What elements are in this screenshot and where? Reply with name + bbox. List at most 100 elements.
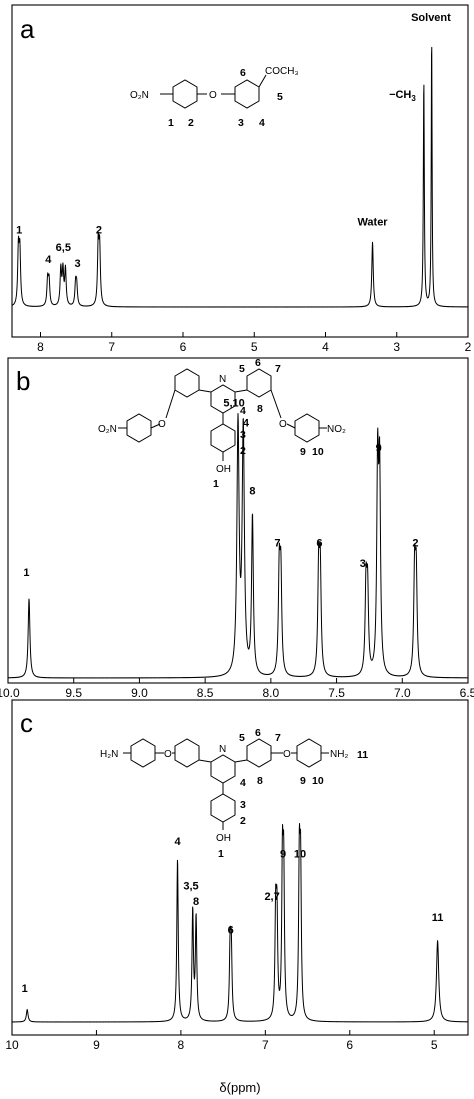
struct-c-num-3: 3 — [240, 799, 246, 811]
panel-b-peak-label-1: 5,10 — [223, 397, 244, 409]
struct-num-5: 5 — [277, 91, 283, 103]
ring-left-phenyl — [174, 738, 200, 768]
panel-a-peak-label-4: 2 — [96, 224, 102, 236]
struct-b-num-1: 1 — [213, 478, 219, 490]
panel-b-tick-label-10.0: 10.0 — [0, 686, 20, 700]
panel-b-tick-label-8.0: 8.0 — [263, 686, 280, 700]
struct-c-num-9: 9 — [300, 775, 306, 787]
ring-pyridine — [210, 384, 236, 414]
panel-a-tick-label-3: 3 — [393, 340, 400, 354]
panel-a-peak-label-2: 6,5 — [56, 242, 71, 254]
panel-a-spectrum-line — [11, 46, 469, 308]
ring-pyridine — [210, 754, 236, 784]
panel-a-frame — [11, 4, 469, 338]
panel-a-structure: O₂N O COCH₃ 1 2 3 4 5 6 — [130, 66, 299, 129]
panel-c-letter: c — [20, 708, 33, 738]
panel-a-tick-label-8: 8 — [37, 340, 44, 354]
panel-c: c H₂N NH₂ 11 N OH O O 1 2 — [11, 699, 469, 1036]
panel-a-peak-label-7: Solvent — [411, 12, 451, 24]
struct-b-num-5: 5 — [239, 363, 245, 375]
ring-nitrophenyl — [172, 79, 198, 109]
panel-c-frame — [11, 699, 469, 1036]
ether-oxygen-left: O — [164, 749, 172, 760]
struct-b-num-8: 8 — [257, 403, 263, 415]
struct-c-num-8: 8 — [257, 775, 263, 787]
panel-c-peak-label-3: 8 — [193, 896, 199, 908]
struct-c-num-5: 5 — [239, 732, 245, 744]
panel-a-tick-label-6: 6 — [180, 340, 187, 354]
spectra-layer: 8765432146,532Water−CH3Solvent10.09.59.0… — [0, 12, 474, 1052]
panel-c-tick-label-10: 10 — [5, 1038, 19, 1052]
struct-num-1: 1 — [168, 117, 174, 129]
panel-c-tick-label-9: 9 — [93, 1038, 100, 1052]
panel-b-spectrum-line — [7, 413, 469, 679]
pyridine-nitrogen: N — [219, 374, 226, 385]
panel-a-peak-label-1: 4 — [45, 254, 52, 266]
panel-b-peak-label-7: 9 — [376, 443, 382, 455]
panel-b-peak-label-0: 1 — [23, 567, 29, 579]
nitro-group-right: NO₂ — [327, 424, 346, 435]
ring-left-phenyl — [174, 368, 200, 398]
panel-b-tick-label-7.5: 7.5 — [328, 686, 345, 700]
panel-b-tick-label-9.5: 9.5 — [65, 686, 82, 700]
panel-c-peak-label-2: 3,5 — [183, 880, 198, 892]
struct-num-6: 6 — [240, 67, 246, 79]
panel-b-peak-label-3: 8 — [249, 486, 255, 498]
panel-c-structure: H₂N NH₂ 11 N OH O O 1 2 3 4 5 6 7 8 9 10 — [100, 727, 368, 860]
ether-oxygen-right: O — [283, 749, 291, 760]
struct-c-num-7: 7 — [275, 732, 281, 744]
panel-b-peak-label-6: 3 — [360, 558, 366, 570]
panel-a-tick-label-4: 4 — [322, 340, 329, 354]
struct-c-num-4: 4 — [240, 777, 246, 789]
ring-right-aminophenyl — [296, 738, 322, 768]
hydroxyl-group: OH — [216, 833, 231, 844]
ring-left-aminophenyl — [130, 738, 156, 768]
ring-phenol — [210, 793, 236, 823]
panel-a: a O₂N O COCH₃ 1 2 3 4 5 6 — [11, 4, 469, 338]
panel-c-peak-label-0: 1 — [22, 983, 28, 995]
panel-a-peak-label-6: −CH3 — [389, 89, 416, 103]
struct-c-num-1: 1 — [218, 848, 224, 860]
ether-oxygen: O — [209, 90, 217, 101]
panel-c-spectrum-group: 10 9 8 7 6 5 1 4 3,5 8 6 2,7 9 10 11 — [5, 823, 469, 1052]
struct-num-2: 2 — [188, 117, 194, 129]
panel-b-peak-label-4: 7 — [274, 538, 280, 550]
panel-a-peak-label-0: 1 — [16, 224, 22, 236]
struct-b-num-7: 7 — [275, 363, 281, 375]
panel-c-peak-label-6: 9 — [280, 848, 286, 860]
panel-c-tick-label-6: 6 — [346, 1038, 353, 1052]
amino-group-left: H₂N — [100, 749, 118, 760]
panel-b-peak-label-2: 4 — [243, 418, 250, 430]
panel-a-tick-label-7: 7 — [108, 340, 115, 354]
panel-b-letter: b — [16, 366, 30, 396]
ether-oxygen-right: O — [279, 419, 287, 430]
panel-c-spectrum-line — [11, 823, 469, 1023]
panel-a-tick-label-5: 5 — [251, 340, 258, 354]
panel-c-peak-label-1: 4 — [174, 836, 181, 848]
nitro-group-left: O₂N — [98, 424, 117, 435]
panel-a-peak-label-3: 3 — [74, 258, 80, 270]
pyridine-nitrogen: N — [219, 744, 226, 755]
ether-oxygen-left: O — [158, 419, 166, 430]
panel-c-tick-label-7: 7 — [262, 1038, 269, 1052]
x-axis-title: δ(ppm) — [219, 1080, 260, 1095]
ring-right-phenyl — [246, 738, 272, 768]
amino-number: 11 — [357, 749, 368, 761]
struct-c-num-10: 10 — [312, 775, 324, 787]
struct-c-num-6: 6 — [255, 727, 261, 739]
struct-b-num-6: 6 — [255, 357, 261, 369]
panel-b-tick-label-6.5: 6.5 — [460, 686, 474, 700]
panel-b-tick-label-7.0: 7.0 — [394, 686, 411, 700]
panel-b-peak-label-8: 2 — [412, 538, 418, 550]
ring-right-phenyl — [246, 368, 272, 398]
panel-b-tick-label-9.0: 9.0 — [131, 686, 148, 700]
ring-phenol — [210, 423, 236, 453]
struct-c-num-2: 2 — [240, 815, 246, 827]
panel-c-tick-label-8: 8 — [178, 1038, 185, 1052]
struct-b-num-10: 10 — [312, 446, 324, 458]
amino-group-right: NH₂ — [330, 749, 348, 760]
struct-b-num-9: 9 — [300, 446, 306, 458]
panel-a-letter: a — [20, 14, 35, 44]
